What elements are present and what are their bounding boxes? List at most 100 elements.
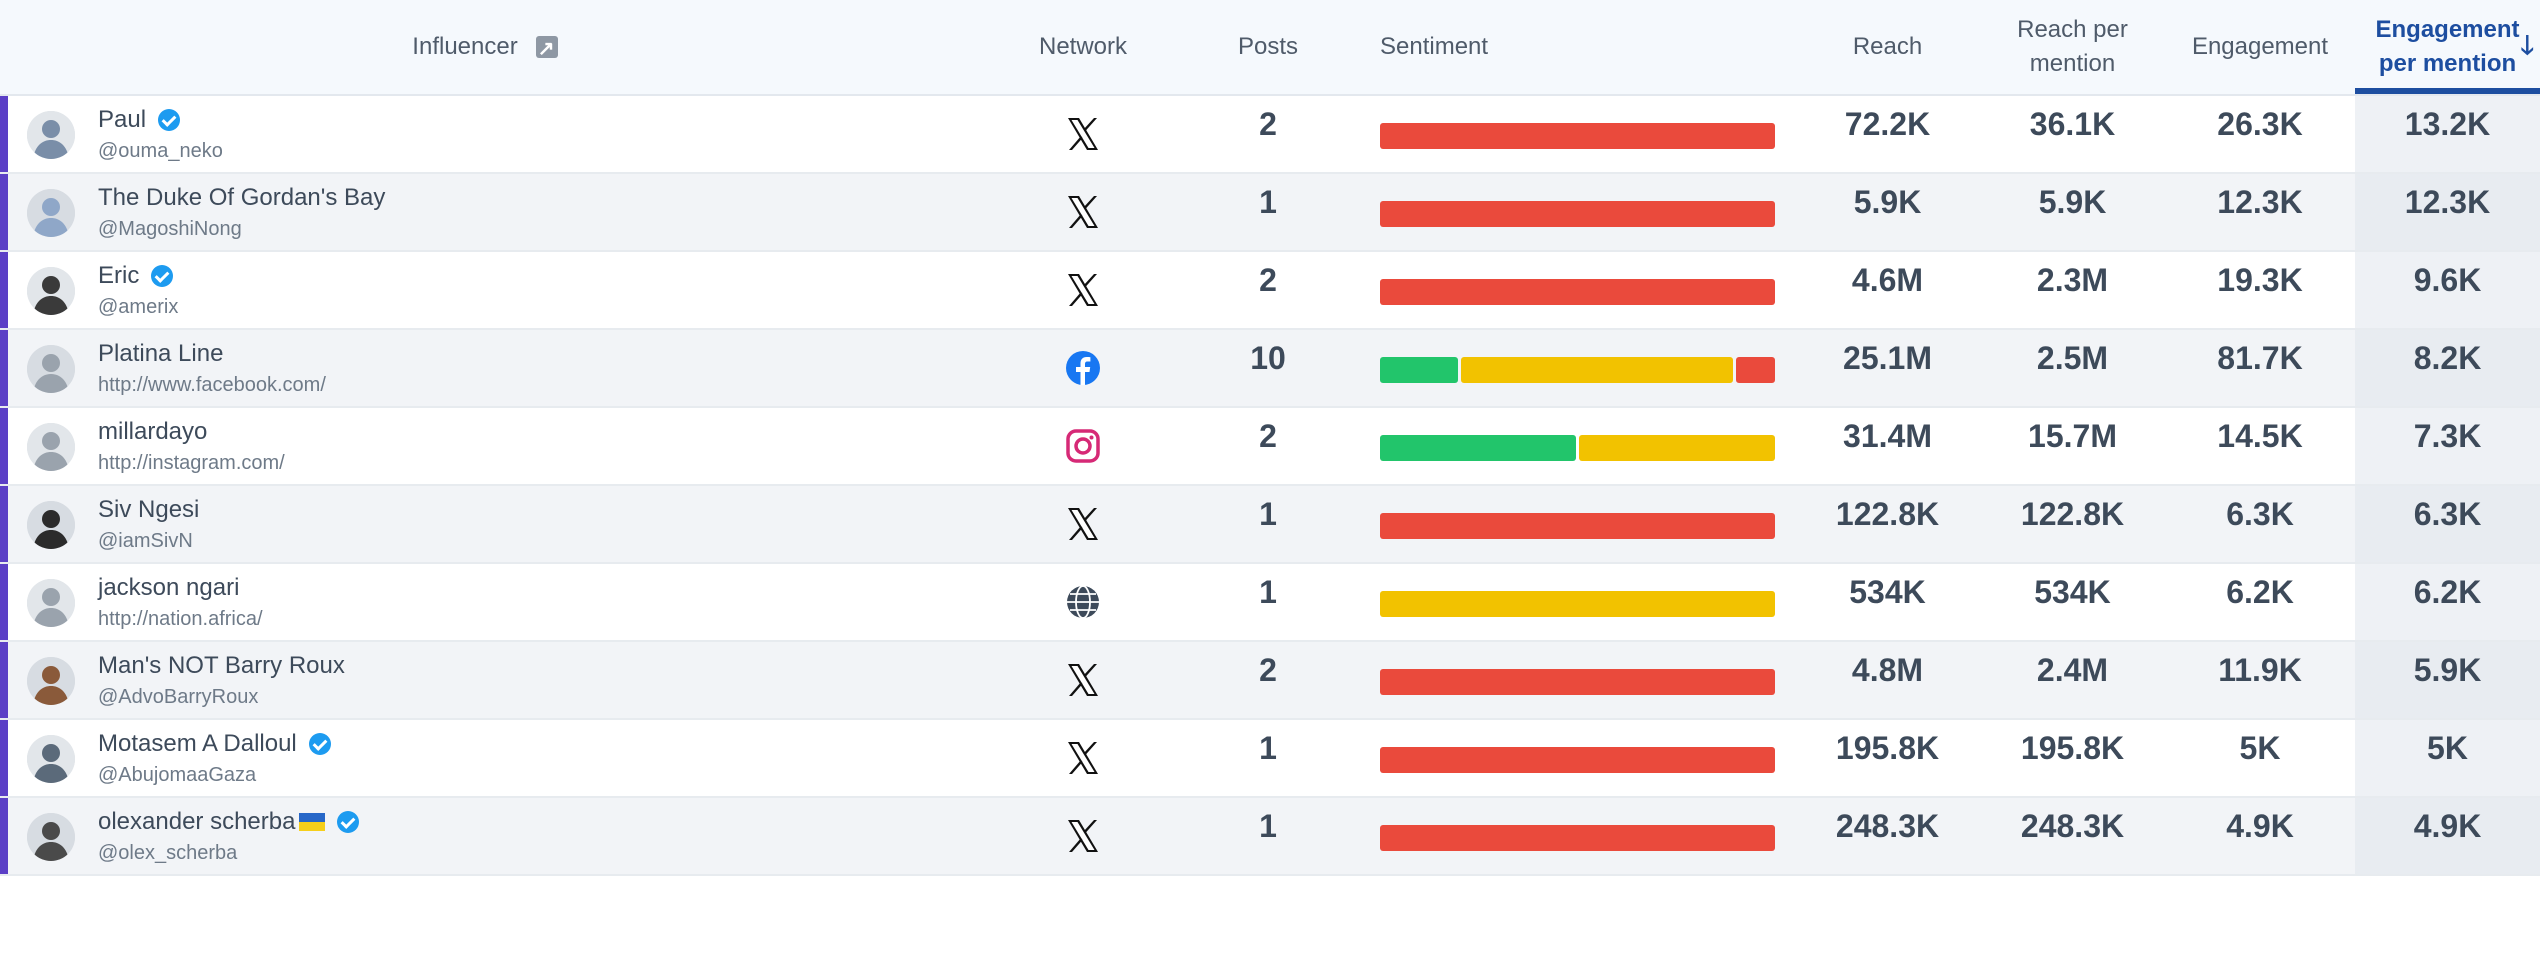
reach-per-mention-value: 122.8K — [2020, 496, 2125, 532]
influencer-handle[interactable]: @AbujomaaGaza — [98, 764, 257, 786]
engagement-value: 6.3K — [2226, 496, 2294, 532]
sorted-column-highlight — [2355, 720, 2540, 796]
column-header-engagement[interactable]: Engagement — [2191, 33, 2329, 60]
avatar[interactable] — [27, 267, 75, 315]
column-header-sentiment[interactable]: Sentiment — [1380, 33, 1489, 60]
column-header-reach-per-mention[interactable]: Reach per mention — [1980, 0, 2165, 94]
engagement-value: 5K — [2239, 730, 2281, 766]
influencer-handle[interactable]: @MagoshiNong — [98, 218, 242, 240]
influencer-handle[interactable]: @AdvoBarryRoux — [98, 686, 259, 708]
sentiment-negative-segment — [1380, 279, 1775, 305]
influencer-name-text[interactable]: millardayo — [98, 418, 208, 445]
sorted-column-highlight — [2355, 330, 2540, 406]
avatar[interactable] — [27, 735, 75, 783]
avatar[interactable] — [27, 345, 75, 393]
posts-value: 1 — [1259, 184, 1277, 220]
influencer-handle[interactable]: @iamSivN — [98, 530, 193, 552]
ukraine-flag-icon — [299, 813, 326, 831]
sorted-column-highlight — [2355, 564, 2540, 640]
influencer-name[interactable]: Platina Line — [98, 340, 223, 368]
influencer-name-text[interactable]: Motasem A Dalloul — [98, 730, 297, 757]
influencer-name[interactable]: Paul — [98, 106, 181, 134]
row-marker — [0, 642, 8, 718]
posts-value: 1 — [1259, 730, 1277, 766]
influencer-handle[interactable]: http://nation.africa/ — [98, 608, 263, 630]
avatar[interactable] — [27, 189, 75, 237]
reach-value: 25.1M — [1843, 340, 1932, 376]
avatar[interactable] — [27, 423, 75, 471]
influencer-name-text[interactable]: The Duke Of Gordan's Bay — [98, 184, 386, 211]
influencer-name[interactable]: Man's NOT Barry Roux — [98, 652, 345, 680]
influencer-handle[interactable]: @olex_scherba — [98, 842, 238, 864]
open-external-icon[interactable] — [535, 32, 558, 66]
reach-per-mention-value: 2.3M — [2036, 262, 2109, 298]
row-marker — [0, 252, 8, 328]
table-row[interactable]: Man's NOT Barry Roux @AdvoBarryRoux 2 4.8M 2… — [0, 642, 2540, 720]
avatar[interactable] — [27, 579, 75, 627]
column-header-posts[interactable]: Posts — [1237, 33, 1299, 60]
influencer-name[interactable]: Eric — [98, 262, 174, 290]
table-row[interactable]: Platina Line http://www.facebook.com/10 25… — [0, 330, 2540, 408]
verified-badge-icon — [308, 733, 331, 755]
influencer-handle[interactable]: @ouma_neko — [98, 140, 223, 162]
column-header-network[interactable]: Network — [1038, 33, 1128, 60]
table-row[interactable]: Paul @ouma_neko 2 72.2K 36.1K 26.3K 13.2K — [0, 96, 2540, 174]
influencer-name-text[interactable]: jackson ngari — [98, 574, 240, 601]
influencer-name[interactable]: Motasem A Dalloul — [98, 730, 331, 758]
engagement-value: 12.3K — [2217, 184, 2303, 220]
influencer-name[interactable]: Siv Ngesi — [98, 496, 199, 524]
reach-value: 4.8M — [1851, 652, 1924, 688]
table-row[interactable]: millardayo http://instagram.com/2 31.4M 15.… — [0, 408, 2540, 486]
x-logo-icon — [1063, 660, 1103, 700]
engagement-value: 19.3K — [2217, 262, 2303, 298]
avatar[interactable] — [27, 657, 75, 705]
influencer-name[interactable]: The Duke Of Gordan's Bay — [98, 184, 385, 212]
avatar[interactable] — [27, 501, 75, 549]
sentiment-bar — [1380, 513, 1775, 539]
sentiment-bar — [1380, 279, 1775, 305]
influencer-name[interactable]: jackson ngari — [98, 574, 239, 602]
row-marker — [0, 96, 8, 172]
column-header-reach[interactable]: Reach — [1852, 33, 1923, 60]
influencer-handle[interactable]: http://www.facebook.com/ — [98, 374, 326, 396]
sentiment-bar — [1380, 825, 1775, 851]
engagement-value: 6.2K — [2226, 574, 2294, 610]
engagement-per-mention-label-1: Engagement — [2375, 16, 2520, 43]
engagement-value: 26.3K — [2217, 106, 2303, 142]
influencer-handle[interactable]: http://instagram.com/ — [98, 452, 285, 474]
arrow-down-icon[interactable]: 🡓 — [2520, 30, 2534, 60]
table-row[interactable]: Motasem A Dalloul @AbujomaaGaza 1 195.8K 195… — [0, 720, 2540, 798]
avatar[interactable] — [27, 111, 75, 159]
engagement-per-mention-label-2: per mention — [2378, 50, 2517, 77]
engagement-per-mention-value: 9.6K — [2413, 262, 2482, 298]
influencer-name-text[interactable]: Siv Ngesi — [98, 496, 200, 523]
influencer-handle[interactable]: @amerix — [98, 296, 179, 318]
table-row[interactable]: Eric @amerix 2 4.6M 2.3M 19.3K 9.6K — [0, 252, 2540, 330]
row-marker — [0, 564, 8, 640]
table-row[interactable]: Siv Ngesi @iamSivN 1 122.8K 122.8K 6.3K 6.3K — [0, 486, 2540, 564]
engagement-per-mention-value: 6.2K — [2413, 574, 2482, 610]
x-logo-icon — [1063, 192, 1103, 232]
influencer-name-text[interactable]: Platina Line — [98, 340, 224, 367]
table-row[interactable]: The Duke Of Gordan's Bay @MagoshiNong 1 5.9… — [0, 174, 2540, 252]
avatar[interactable] — [27, 813, 75, 861]
facebook-icon — [1063, 348, 1103, 388]
influencer-name-text[interactable]: Man's NOT Barry Roux — [98, 652, 345, 679]
reach-per-mention-value: 534K — [2034, 574, 2111, 610]
table-row[interactable]: olexander scherba @olex_scherba 1 248.3K 248… — [0, 798, 2540, 876]
influencer-name[interactable]: olexander scherba — [98, 808, 360, 836]
sentiment-negative-segment — [1736, 357, 1775, 383]
engagement-per-mention-value: 13.2K — [2404, 106, 2491, 142]
column-header-influencer[interactable]: Influencer — [10, 0, 960, 94]
influencer-name-text[interactable]: olexander scherba — [98, 808, 296, 835]
reach-value: 31.4M — [1843, 418, 1932, 454]
row-marker — [0, 408, 8, 484]
sentiment-negative-segment — [1380, 747, 1775, 773]
sentiment-negative-segment — [1380, 825, 1775, 851]
posts-value: 1 — [1259, 496, 1277, 532]
influencer-name-text[interactable]: Paul — [98, 106, 147, 133]
table-row[interactable]: jackson ngari http://nation.africa/1 534K 5… — [0, 564, 2540, 642]
column-header-engagement-per-mention[interactable]: Engagement per mention 🡓 — [2355, 0, 2540, 94]
influencer-name-text[interactable]: Eric — [98, 262, 140, 289]
influencer-name[interactable]: millardayo — [98, 418, 207, 446]
